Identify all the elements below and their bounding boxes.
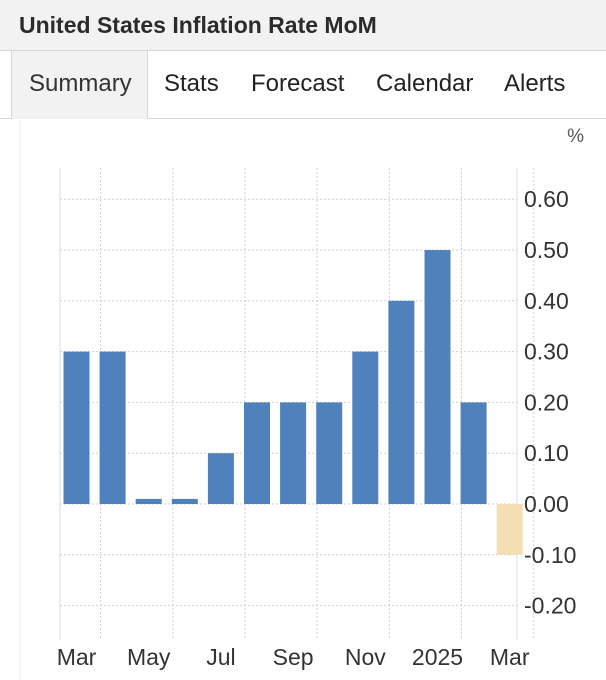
tab-stats[interactable]: Stats bbox=[164, 51, 219, 119]
data-bar[interactable] bbox=[352, 351, 379, 504]
data-bar[interactable] bbox=[424, 250, 451, 504]
tab-summary[interactable]: Summary bbox=[11, 51, 148, 119]
y-tick-label: 0.50 bbox=[524, 237, 569, 263]
data-bar[interactable] bbox=[171, 498, 198, 504]
data-bar[interactable] bbox=[460, 402, 487, 504]
data-bar[interactable] bbox=[99, 351, 126, 504]
tab-calendar[interactable]: Calendar bbox=[376, 51, 473, 119]
x-tick-label: May bbox=[127, 644, 171, 670]
tab-alerts-label: Alerts bbox=[504, 70, 566, 97]
data-bar[interactable] bbox=[280, 402, 307, 504]
y-tick-label: 0.20 bbox=[524, 389, 569, 415]
tab-summary-label: Summary bbox=[29, 70, 132, 97]
y-tick-label: 0.40 bbox=[524, 288, 569, 314]
unit-label: % bbox=[567, 126, 584, 147]
x-tick-label: Mar bbox=[57, 644, 97, 670]
data-bar[interactable] bbox=[207, 453, 234, 504]
tab-forecast[interactable]: Forecast bbox=[251, 51, 344, 119]
data-bar[interactable] bbox=[63, 351, 90, 504]
tab-bar: Summary Stats Forecast Calendar Alerts bbox=[0, 51, 606, 119]
data-bar[interactable] bbox=[244, 402, 270, 504]
data-bar[interactable] bbox=[135, 498, 162, 504]
data-bar[interactable] bbox=[388, 300, 415, 504]
tab-forecast-label: Forecast bbox=[251, 70, 345, 97]
x-tick-label: Jul bbox=[206, 644, 235, 670]
y-tick-label: 0.60 bbox=[524, 186, 569, 212]
x-tick-label: Sep bbox=[273, 644, 314, 670]
tab-calendar-label: Calendar bbox=[376, 70, 474, 97]
page-header: United States Inflation Rate MoM bbox=[0, 0, 606, 51]
page-title: United States Inflation Rate MoM bbox=[19, 12, 377, 38]
tab-alerts[interactable]: Alerts bbox=[504, 51, 565, 119]
y-tick-label: 0.10 bbox=[524, 440, 569, 466]
y-tick-label: 0.00 bbox=[524, 491, 569, 517]
x-tick-label: Nov bbox=[345, 644, 386, 670]
y-tick-label: -0.20 bbox=[524, 593, 576, 619]
forecast-bar[interactable] bbox=[496, 504, 523, 555]
y-tick-label: 0.30 bbox=[524, 339, 569, 365]
x-tick-label: 2025 bbox=[412, 644, 463, 670]
data-bar[interactable] bbox=[316, 402, 343, 504]
y-tick-label: -0.10 bbox=[524, 542, 576, 568]
tab-stats-label: Stats bbox=[164, 70, 219, 97]
x-tick-label: Mar bbox=[490, 644, 530, 670]
chart-area: % 0.60 0.50 0.40 0.30 0.20 0.10 0.00 -0.10 -0.20… bbox=[0, 120, 606, 680]
bar-chart: % 0.60 0.50 0.40 0.30 0.20 0.10 0.00 -0.10 -0.20… bbox=[19, 120, 584, 680]
